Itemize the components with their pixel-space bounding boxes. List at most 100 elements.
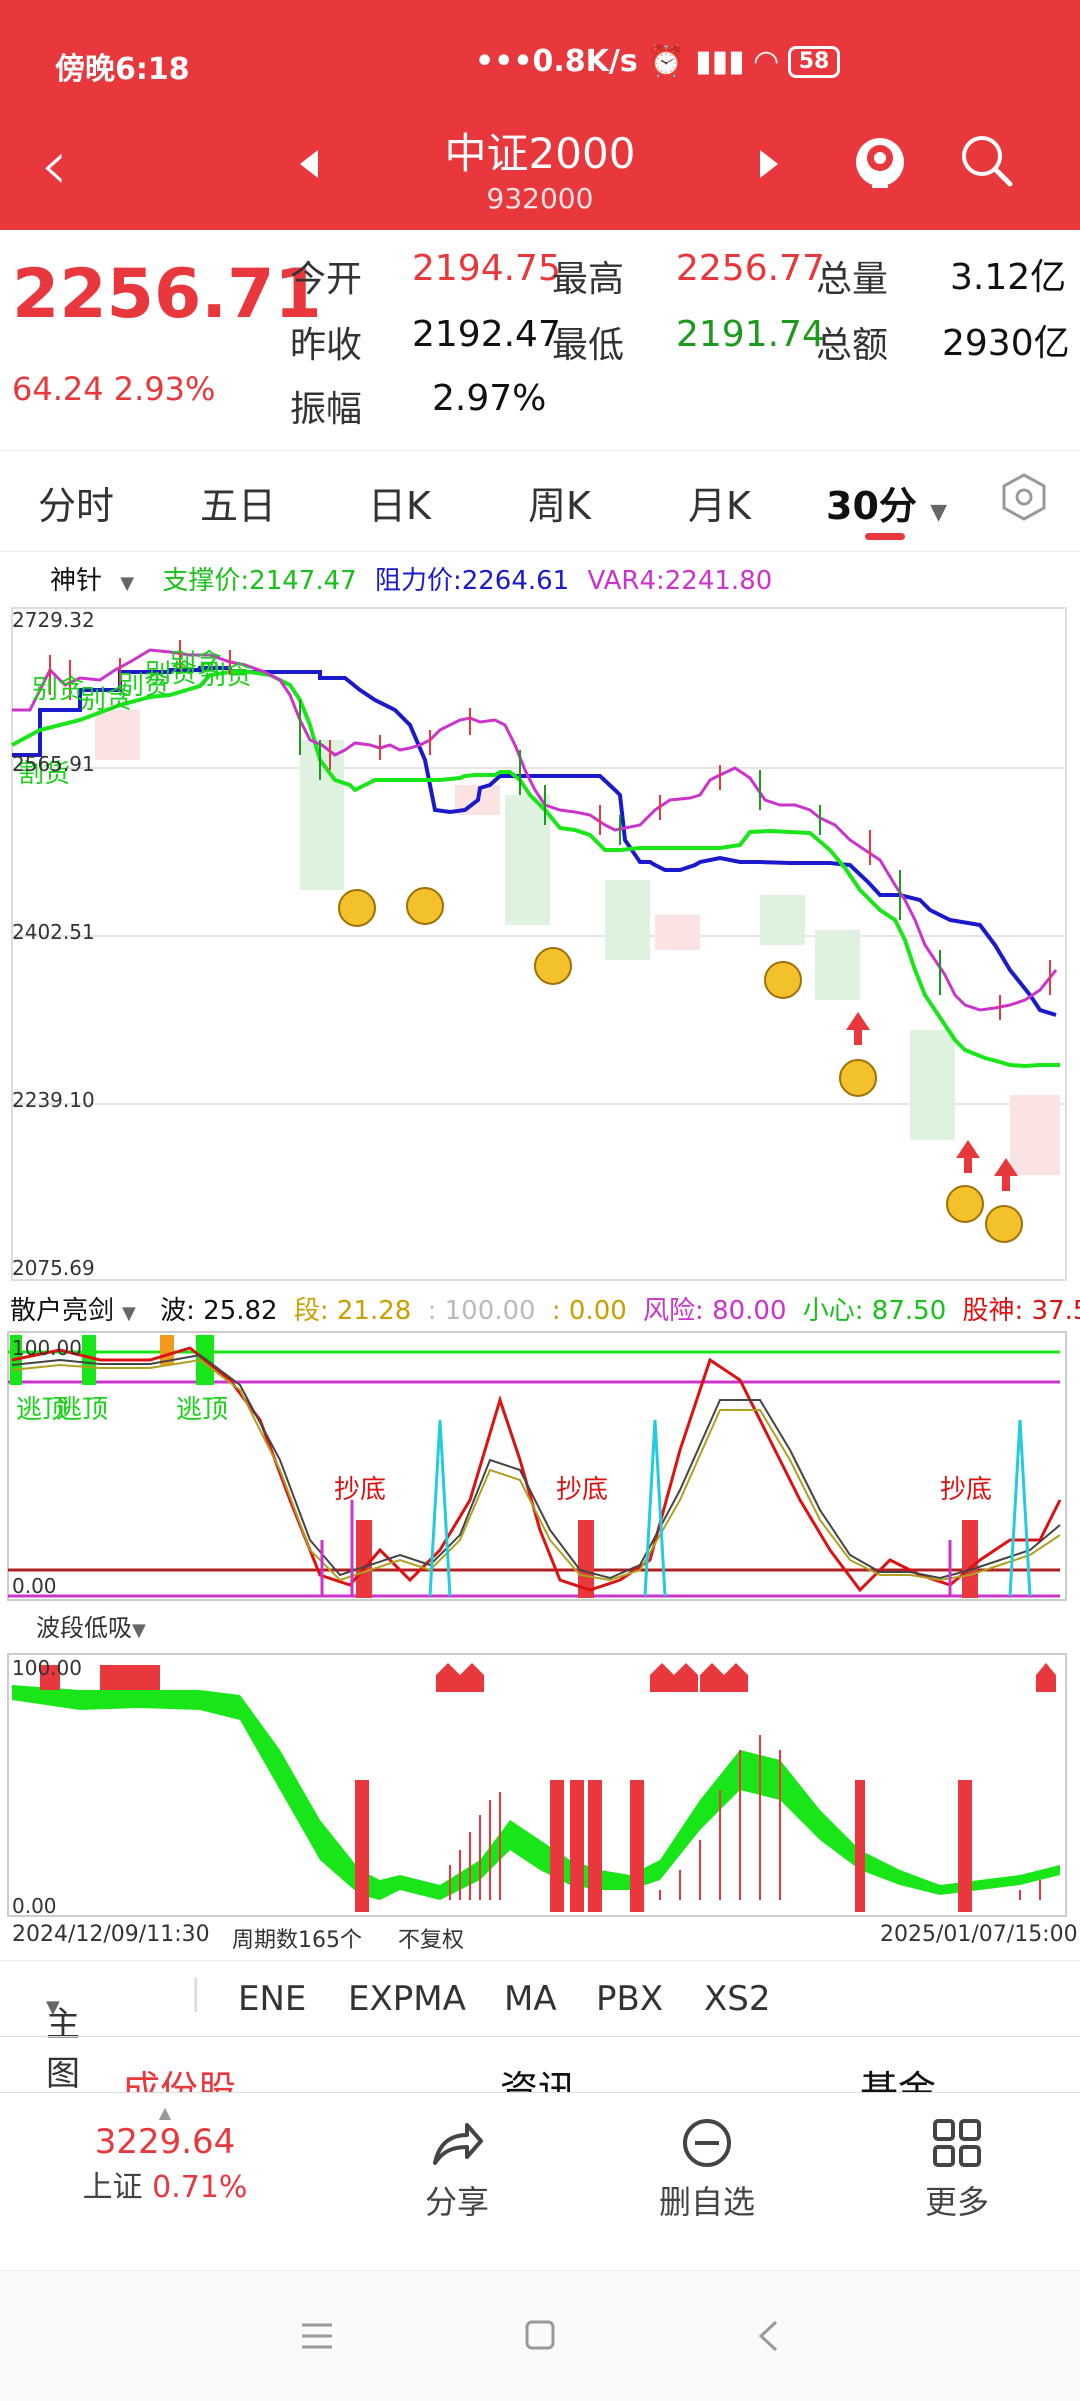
low-value: 2191.74: [676, 314, 825, 355]
ind1-gray-curve: [11, 1353, 1061, 1580]
network-speed: •••0.8K/s: [475, 44, 638, 79]
index-ticker[interactable]: ▲ 3229.64 上证 0.71%: [60, 2103, 270, 2206]
sad-face-markers: [338, 887, 1023, 1243]
search-icon[interactable]: [958, 132, 1014, 188]
axis-label: 2729.32: [12, 608, 95, 632]
back-arrow-icon[interactable]: ‹: [40, 124, 68, 206]
shaded-zones: [95, 710, 1060, 1175]
indicator-ene[interactable]: ENE: [238, 1979, 307, 2019]
main-legend: 神针 ▼ 支撑价:2147.47 阻力价:2264.61 VAR4:2241.8…: [50, 560, 782, 597]
tab-five-day[interactable]: 五日: [200, 484, 277, 528]
up-arrow-icon: [846, 1012, 1018, 1191]
var4-line: [12, 648, 1058, 1012]
ind2-top-markers: [40, 1663, 1056, 1692]
dropdown-arrow-icon: ▼: [122, 1303, 136, 1324]
stock-code: 932000: [486, 182, 594, 215]
volume-label: 总量: [816, 259, 889, 300]
ind1-frame: [7, 1331, 1067, 1601]
signal-icon: ▮▮▮: [695, 44, 745, 79]
indicator-expma[interactable]: EXPMA: [348, 1979, 466, 2019]
ind1-duan: 段: 21.28: [293, 1296, 412, 1326]
indicator-xs2[interactable]: XS2: [704, 1979, 771, 2019]
amp-value: 2.97%: [432, 378, 547, 419]
amount-label: 总额: [816, 325, 889, 366]
tab-week-k[interactable]: 周K: [528, 484, 591, 528]
back-icon[interactable]: [756, 2319, 780, 2353]
dropdown-arrow-icon: ▼: [132, 1620, 146, 1641]
home-icon[interactable]: [524, 2319, 556, 2351]
remove-watchlist-button[interactable]: 删自选: [607, 2117, 807, 2223]
ind1-red-curve: [11, 1346, 1062, 1593]
high-value: 2256.77: [676, 248, 825, 289]
escape-top-label: 逃顶: [176, 1395, 228, 1425]
main-indicator-name[interactable]: 神针 ▼: [50, 566, 135, 596]
period-tabs: 分时 五日 日K 周K 月K 30分 ▼: [0, 450, 1080, 552]
chevron-down-icon: ▼: [930, 500, 948, 525]
next-stock-icon[interactable]: [760, 150, 778, 178]
current-price: 2256.71: [12, 255, 322, 334]
ind1-name[interactable]: 散户亮剑 ▼: [10, 1296, 136, 1326]
support-price: 支撑价:2147.47: [162, 566, 357, 596]
alarm-icon: ⏰: [647, 44, 686, 79]
candles: [49, 640, 1051, 1020]
share-button[interactable]: 分享: [357, 2117, 557, 2223]
axis-label: 2239.10: [12, 1088, 95, 1112]
prev-value: 2192.47: [412, 314, 561, 355]
system-nav-bar: [0, 2270, 1080, 2401]
axis-label: 0.00: [12, 1894, 57, 1918]
ind1-legend: 散户亮剑 ▼ 波: 25.82 段: 21.28 : 100.00 : 0.00 …: [10, 1290, 1080, 1327]
indicator-ma[interactable]: MA: [504, 1979, 557, 2019]
ind2-red-bars: [355, 1780, 972, 1912]
escape-top-label: 逃顶: [56, 1395, 108, 1425]
share-icon: [433, 2123, 483, 2165]
tab-constituents[interactable]: 成份股: [122, 2068, 237, 2093]
divider: |: [190, 1973, 202, 2013]
ind2-legend[interactable]: 波段低吸▼: [36, 1614, 146, 1642]
tag-bietan: 别贪: [80, 685, 132, 715]
axis-label: 2565.91: [12, 752, 95, 776]
adjust-type[interactable]: 不复权: [398, 1928, 465, 1953]
axis-label: 2402.51: [12, 920, 95, 944]
bottom-buy-label: 抄底: [940, 1475, 992, 1505]
var4-value: VAR4:2241.80: [587, 566, 773, 596]
status-bar: 傍晚6:18 •••0.8K/s ⏰ ▮▮▮ ◠ 58: [0, 0, 1080, 120]
remove-label: 删自选: [658, 2183, 755, 2221]
bottom-buy-label: 抄底: [334, 1475, 386, 1505]
tab-30min[interactable]: 30分 ▼: [826, 484, 948, 528]
status-icons: •••0.8K/s ⏰ ▮▮▮ ◠ 58: [475, 44, 841, 79]
remove-circle-icon: [683, 2119, 731, 2167]
quote-panel: 2256.71 64.24 2.93% 今开 2194.75 最高 2256.7…: [0, 230, 1080, 445]
ind2-red-hatch: [449, 1735, 1041, 1900]
nav-bar: ‹ 中证2000 932000: [0, 120, 1080, 230]
share-label: 分享: [424, 2183, 489, 2221]
kline-chart-area[interactable]: 别贪 别贪 别贪 别贪 别贪 别贪 割货 逃顶 逃顶 逃顶 抄底 抄底 抄底: [0, 600, 1080, 1920]
amp-label: 振幅: [290, 389, 363, 430]
index-value: 3229.64: [94, 2122, 236, 2162]
stock-title: 中证2000: [444, 129, 636, 178]
dropdown-arrow-icon: ▼: [120, 573, 135, 594]
indicator-pbx[interactable]: PBX: [596, 1979, 664, 2019]
more-button[interactable]: 更多: [857, 2117, 1057, 2223]
tab-funds[interactable]: 基金: [860, 2068, 937, 2093]
tag-bietan: 别贪: [32, 675, 84, 705]
more-label: 更多: [924, 2183, 989, 2221]
prev-label: 昨收: [290, 325, 363, 366]
menu-icon[interactable]: [300, 2321, 334, 2351]
settings-hex-icon[interactable]: [998, 471, 1050, 523]
tab-day-k[interactable]: 日K: [368, 484, 431, 528]
tab-intraday[interactable]: 分时: [38, 484, 115, 528]
tab-month-k[interactable]: 月K: [688, 484, 751, 528]
escape-top-label: 逃顶: [16, 1395, 68, 1425]
tab-news[interactable]: 资讯: [500, 2068, 577, 2093]
mascot-icon[interactable]: [850, 130, 910, 190]
ind1-v0: : 0.00: [551, 1296, 627, 1326]
tag-bietan: 别贪: [200, 661, 252, 691]
bottom-toolbar: ▲ 3229.64 上证 0.71% 分享 删自选 更多: [0, 2092, 1080, 2269]
axis-label: 100.00: [12, 1336, 82, 1360]
app-header: 傍晚6:18 •••0.8K/s ⏰ ▮▮▮ ◠ 58 ‹ 中证2000 932…: [0, 0, 1080, 230]
ind1-careful: 小心: 87.50: [802, 1296, 947, 1326]
candles-green: [299, 700, 941, 995]
caret-up-icon: ▲: [158, 2103, 172, 2122]
prev-stock-icon[interactable]: [300, 150, 318, 178]
dropdown-arrow-icon: ▼: [46, 1997, 60, 2018]
